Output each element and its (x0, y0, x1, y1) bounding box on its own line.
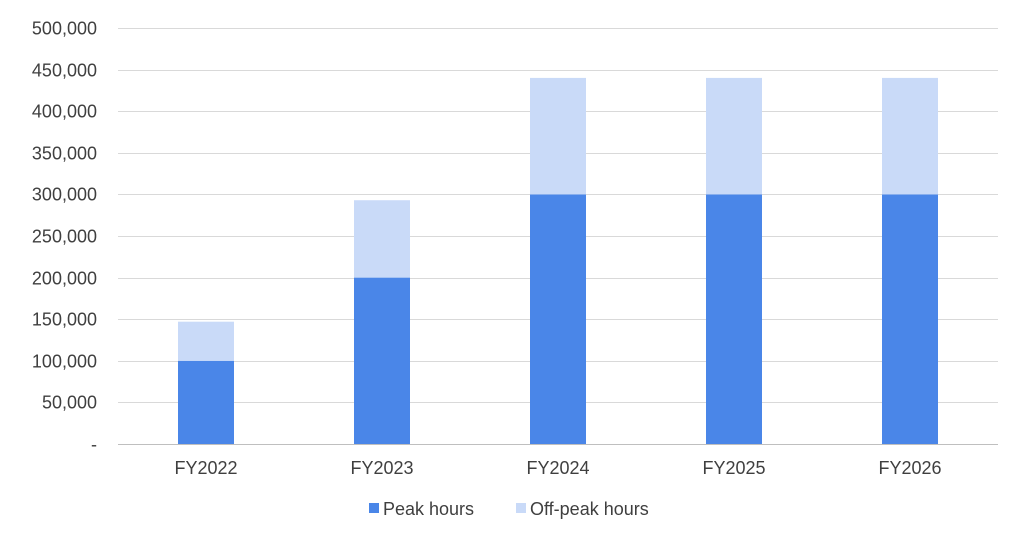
y-tick-label: 400,000 (32, 102, 97, 122)
y-tick-label: 100,000 (32, 352, 97, 372)
y-tick-label: 150,000 (32, 310, 97, 330)
legend: Peak hours Off-peak hours (369, 499, 649, 519)
bar-off-peak-hours-fy2025 (706, 77, 762, 195)
bar-peak-hours-fy2026 (882, 194, 938, 444)
legend-label-off-peak-hours: Off-peak hours (530, 499, 649, 519)
bar-peak-hours-fy2025 (706, 194, 762, 444)
y-tick-label: - (91, 435, 97, 455)
y-tick-label: 300,000 (32, 185, 97, 205)
bar-peak-hours-fy2022 (178, 360, 234, 444)
legend-label-peak-hours: Peak hours (383, 499, 474, 519)
y-axis-tick-labels: - 50,000 100,000 150,000 200,000 250,000 300,0… (32, 19, 97, 455)
x-category-label: FY2023 (350, 458, 413, 478)
bars (178, 77, 938, 444)
x-category-label: FY2022 (174, 458, 237, 478)
x-axis-category-labels: FY2022 FY2023 FY2024 FY2025 FY2026 (174, 458, 941, 478)
bar-off-peak-hours-fy2026 (882, 77, 938, 195)
legend-swatch-off-peak-hours (516, 503, 526, 513)
y-tick-label: 350,000 (32, 144, 97, 164)
y-tick-label: 50,000 (42, 393, 97, 413)
bar-off-peak-hours-fy2023 (354, 200, 410, 278)
bar-peak-hours-fy2023 (354, 277, 410, 444)
bar-peak-hours-fy2024 (530, 194, 586, 444)
x-category-label: FY2026 (878, 458, 941, 478)
y-tick-label: 500,000 (32, 19, 97, 39)
y-tick-label: 200,000 (32, 269, 97, 289)
bar-off-peak-hours-fy2022 (178, 321, 234, 361)
legend-swatch-peak-hours (369, 503, 379, 513)
x-category-label: FY2025 (702, 458, 765, 478)
bar-off-peak-hours-fy2024 (530, 77, 586, 195)
y-tick-label: 250,000 (32, 227, 97, 247)
y-tick-label: 450,000 (32, 61, 97, 81)
x-category-label: FY2024 (526, 458, 589, 478)
